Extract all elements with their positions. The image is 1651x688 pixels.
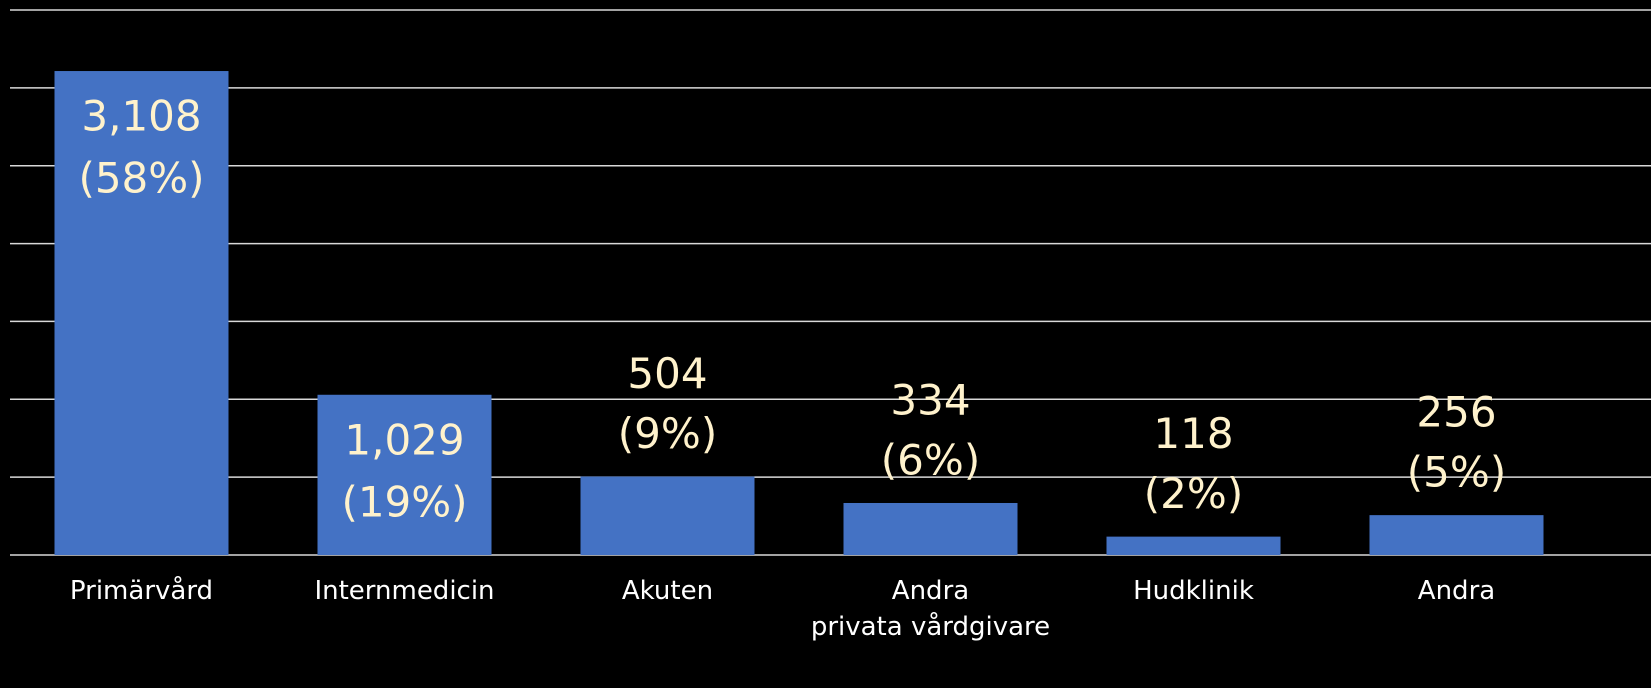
bar xyxy=(54,71,229,555)
value-label: 118 xyxy=(1153,409,1233,458)
x-tick-label-line: Primärvård xyxy=(70,575,213,606)
share-label: (58%) xyxy=(78,154,204,203)
x-tick-label: Internmedicin xyxy=(314,576,494,606)
x-tick-label: Primärvård xyxy=(70,575,213,606)
bar xyxy=(317,394,492,555)
x-tick-label-line: Internmedicin xyxy=(314,576,494,606)
share-label: (19%) xyxy=(341,477,467,526)
x-tick-label-line: Andra xyxy=(1418,576,1495,606)
value-label: 1,029 xyxy=(344,415,464,464)
share-label: (6%) xyxy=(881,435,980,484)
x-tick-label: Andra xyxy=(1418,576,1495,606)
value-label: 504 xyxy=(627,349,707,398)
x-tick-label: Hudklinik xyxy=(1133,576,1254,606)
x-tick-label-line: Hudklinik xyxy=(1133,576,1254,606)
bar xyxy=(580,476,755,555)
x-tick-label-line: Andra xyxy=(892,576,969,606)
bar xyxy=(1106,536,1281,555)
bar xyxy=(1369,515,1544,555)
share-label: (5%) xyxy=(1407,448,1506,497)
value-label: 256 xyxy=(1416,388,1496,437)
x-tick-label: Andra privata vårdgivare xyxy=(811,576,1050,642)
share-label: (2%) xyxy=(1144,469,1243,518)
x-tick-label-line: Akuten xyxy=(622,576,713,606)
x-tick-label-line: privata vårdgivare xyxy=(811,611,1050,642)
value-label: 334 xyxy=(890,375,970,424)
share-label: (9%) xyxy=(618,409,717,458)
bar xyxy=(843,502,1018,555)
value-label: 3,108 xyxy=(81,92,201,141)
x-tick-label: Akuten xyxy=(622,576,713,606)
